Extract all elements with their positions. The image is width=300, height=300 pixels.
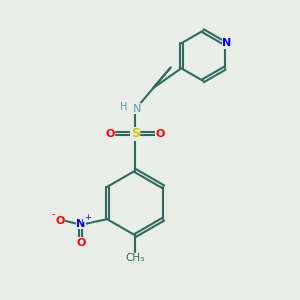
Text: N: N [76,219,86,229]
Text: O: O [76,238,86,248]
Text: O: O [56,216,65,226]
Text: S: S [131,127,140,140]
Text: H: H [120,102,128,112]
Text: N: N [133,104,141,114]
Text: N: N [222,38,232,48]
Text: CH₃: CH₃ [126,253,145,263]
Text: -: - [52,209,56,219]
Text: +: + [84,213,91,222]
Text: O: O [156,129,165,139]
Text: O: O [106,129,115,139]
